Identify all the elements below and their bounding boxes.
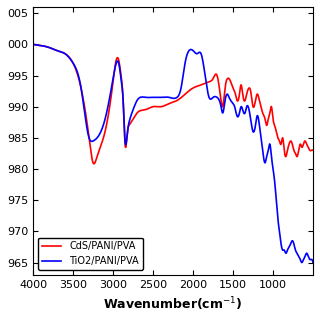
Line: CdS/PANI/PVA: CdS/PANI/PVA bbox=[33, 44, 313, 164]
Legend: CdS/PANI/PVA, TiO2/PANI/PVA: CdS/PANI/PVA, TiO2/PANI/PVA bbox=[38, 237, 142, 270]
CdS/PANI/PVA bbox=[90, 154, 93, 158]
CdS/PANI/PVA bbox=[132, 115, 136, 119]
TiO2/PANI/PVA bbox=[31, 43, 35, 46]
Line: TiO2/PANI/PVA: TiO2/PANI/PVA bbox=[33, 44, 313, 263]
CdS/PANI/PVA bbox=[197, 84, 201, 87]
CdS/PANI/PVA bbox=[31, 43, 35, 46]
CdS/PANI/PVA bbox=[163, 103, 167, 107]
TiO2/PANI/PVA bbox=[163, 95, 167, 99]
X-axis label: Wavenumber(cm$^{-1}$): Wavenumber(cm$^{-1}$) bbox=[103, 295, 243, 313]
CdS/PANI/PVA bbox=[92, 162, 96, 166]
TiO2/PANI/PVA bbox=[209, 97, 213, 101]
CdS/PANI/PVA bbox=[209, 79, 213, 83]
TiO2/PANI/PVA bbox=[132, 105, 136, 108]
CdS/PANI/PVA bbox=[290, 140, 293, 144]
TiO2/PANI/PVA bbox=[311, 261, 315, 265]
CdS/PANI/PVA bbox=[311, 148, 315, 152]
TiO2/PANI/PVA bbox=[197, 51, 201, 54]
TiO2/PANI/PVA bbox=[90, 140, 93, 143]
TiO2/PANI/PVA bbox=[290, 240, 293, 244]
TiO2/PANI/PVA bbox=[300, 261, 304, 265]
